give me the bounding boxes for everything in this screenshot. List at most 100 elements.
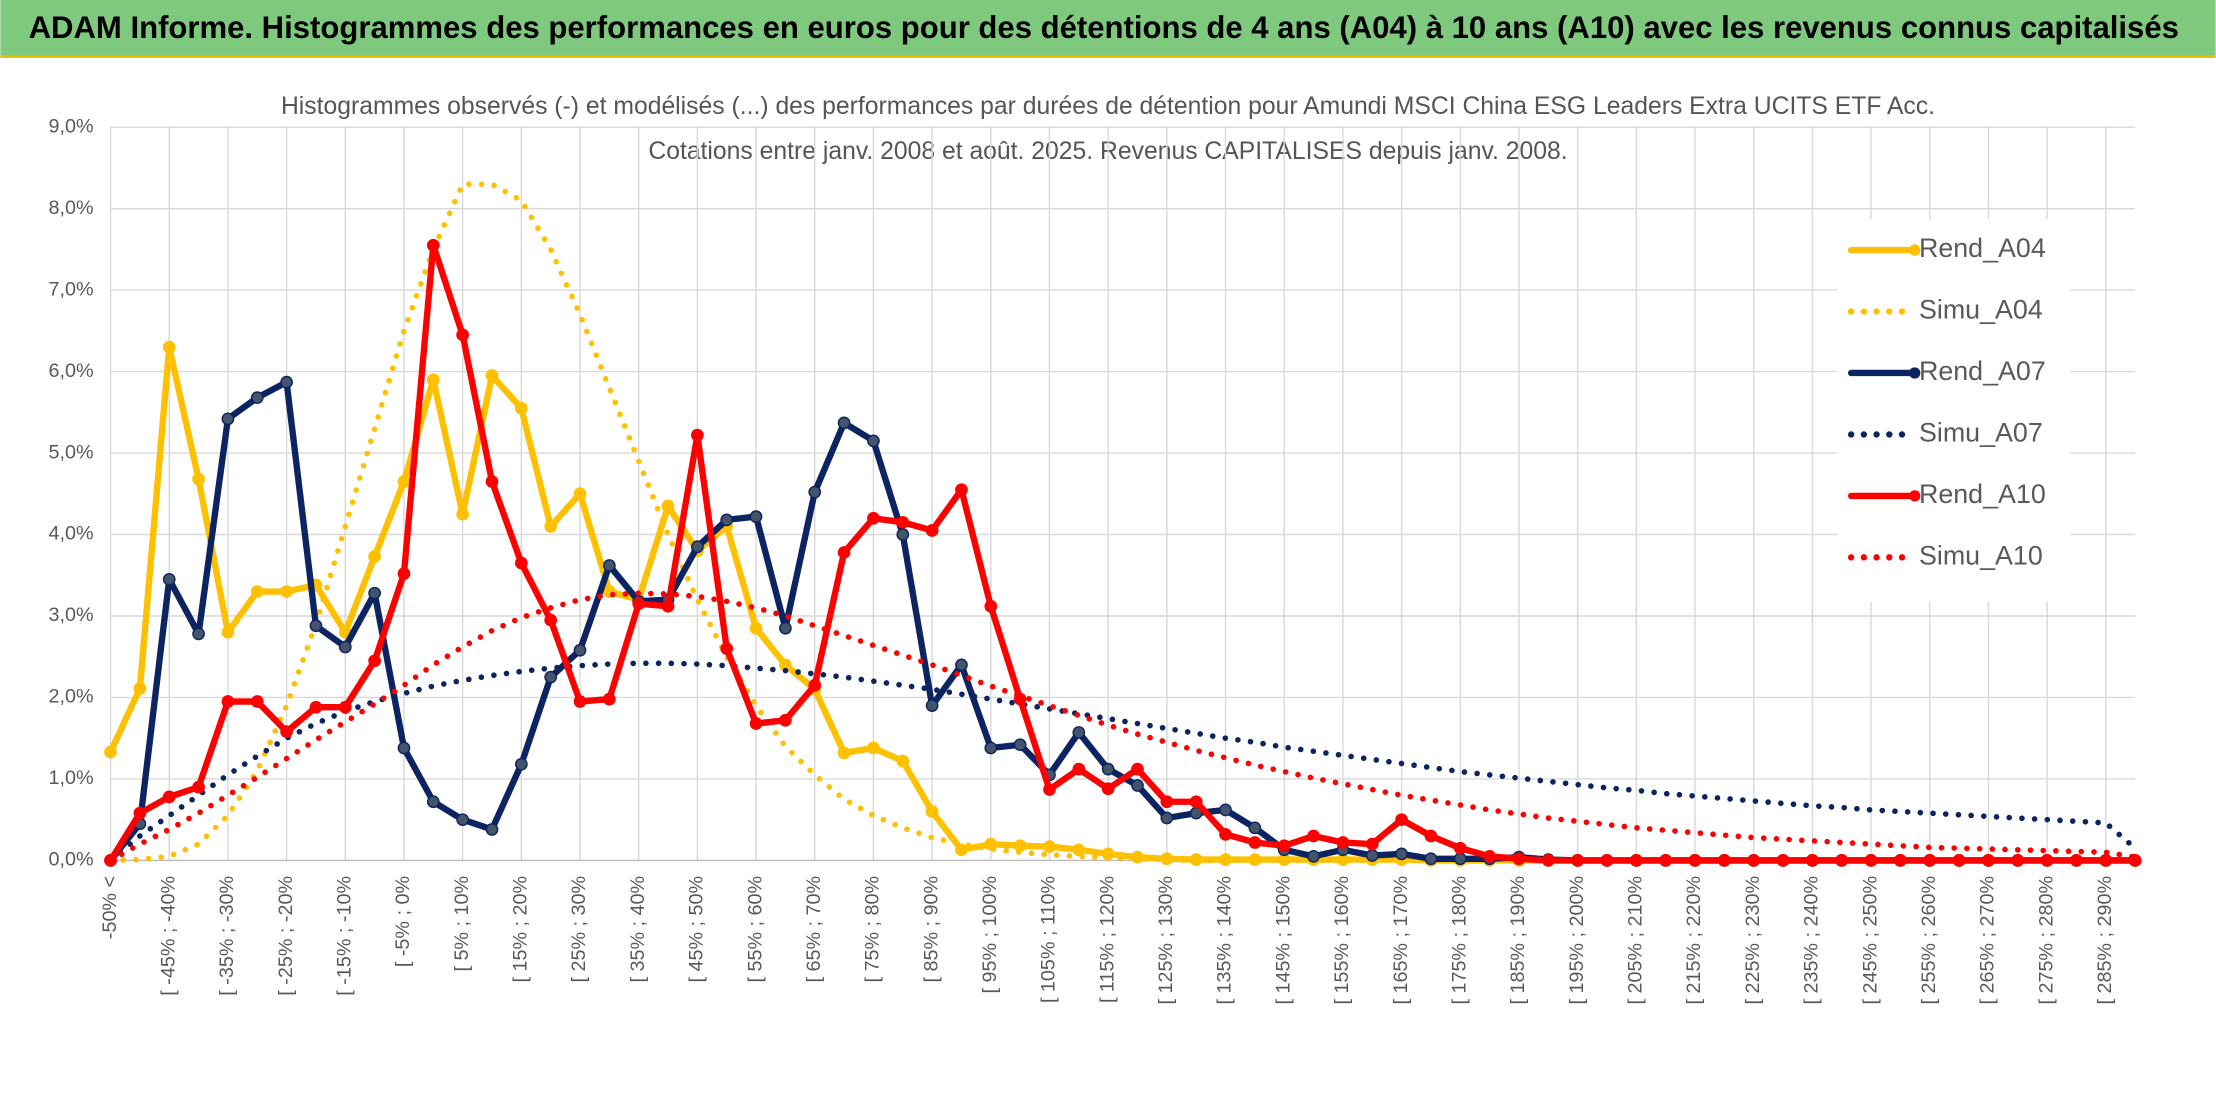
x-tick-label: [ 225% ; 230%	[1742, 876, 1764, 1005]
series-marker	[1982, 854, 1995, 867]
series-marker	[955, 843, 968, 857]
x-tick-label: [ -25% ; -20%	[275, 876, 297, 996]
series-marker	[1395, 813, 1408, 827]
x-tick-label: [ 275% ; 280%	[2035, 876, 2057, 1005]
x-tick-label: [ 145% ; 150%	[1272, 876, 1294, 1005]
series-marker	[309, 700, 323, 714]
series-marker	[1307, 849, 1320, 863]
series-marker	[837, 416, 851, 430]
series-marker	[1952, 854, 1966, 867]
x-tick-label: [ -45% ; -40%	[157, 876, 179, 996]
series-marker	[456, 328, 470, 342]
series-marker	[1101, 782, 1115, 796]
x-tick-label: [ 5% ; 10%	[451, 876, 473, 972]
series-marker	[661, 599, 675, 613]
series-marker	[250, 391, 264, 405]
series-marker	[573, 695, 587, 708]
series-marker	[573, 487, 587, 501]
legend-label: Rend_A04	[1919, 233, 2046, 263]
series-marker	[602, 692, 616, 706]
series-marker	[280, 375, 293, 389]
x-tick-label: [ 255% ; 260%	[1918, 876, 1940, 1005]
series-marker	[867, 741, 880, 755]
x-tick-label: [ 85% ; 90%	[920, 876, 942, 983]
chart-subtitle: Histogrammes observés (-) et modélisés (…	[281, 93, 1935, 120]
series-marker	[2070, 854, 2083, 867]
x-tick-label: [ 165% ; 170%	[1390, 876, 1412, 1005]
series-marker	[192, 780, 205, 794]
series-marker	[779, 713, 792, 727]
series-marker	[338, 700, 352, 714]
x-tick-label: [ 65% ; 70%	[803, 876, 825, 983]
series-marker	[1424, 852, 1438, 866]
series-marker	[544, 520, 558, 533]
series-marker	[720, 513, 734, 527]
series-marker	[456, 507, 470, 521]
x-tick-label: -50% <	[99, 876, 121, 939]
x-tick-label: [ 235% ; 240%	[1801, 876, 1823, 1005]
series-line	[107, 660, 2138, 864]
series-marker	[397, 475, 411, 488]
series-marker	[1541, 854, 1555, 867]
series-marker	[1483, 849, 1496, 863]
series-marker	[456, 813, 470, 827]
series-marker	[1072, 726, 1086, 739]
series-marker	[632, 597, 646, 611]
header-bar	[0, 0, 2216, 57]
series-marker	[602, 559, 616, 572]
series-marker	[2040, 854, 2054, 867]
x-tick-label: [ 245% ; 250%	[1859, 876, 1881, 1005]
series-marker	[1600, 854, 1614, 867]
series-marker	[1160, 795, 1174, 809]
series-line	[107, 242, 2139, 864]
series-marker	[426, 795, 440, 809]
series-marker	[837, 546, 851, 559]
series-marker	[133, 806, 147, 820]
series-marker	[1072, 843, 1086, 857]
series-marker	[162, 572, 176, 586]
y-tick-label: 3,0%	[49, 604, 94, 626]
series-marker	[1131, 779, 1144, 792]
x-tick-label: [ 25% ; 30%	[568, 876, 590, 983]
x-tick-label: [ 185% ; 190%	[1507, 876, 1529, 1005]
y-tick-label: 1,0%	[49, 767, 94, 789]
series-marker	[808, 485, 822, 499]
series-marker	[1336, 836, 1350, 849]
series-marker	[1248, 836, 1262, 849]
series-line	[107, 181, 2138, 864]
series-marker	[749, 717, 763, 730]
series-marker	[867, 434, 880, 448]
series-marker	[514, 556, 528, 570]
series-marker	[1806, 854, 1819, 867]
y-tick-label: 5,0%	[49, 441, 94, 463]
series-marker	[1424, 829, 1438, 843]
legend-box	[1837, 218, 2071, 602]
series-marker	[1835, 854, 1849, 867]
series-marker	[1717, 854, 1731, 867]
legend-label: Simu_A07	[1919, 418, 2043, 448]
x-tick-label: [ 215% ; 220%	[1683, 876, 1705, 1005]
series-marker	[661, 499, 675, 513]
page-title: ADAM Informe. Histogrammes des performan…	[29, 10, 2179, 45]
series-marker	[485, 823, 499, 836]
series-marker	[514, 757, 528, 771]
series-marker	[1307, 829, 1320, 843]
series-marker	[896, 754, 910, 768]
series-marker	[368, 550, 381, 563]
y-tick-label: 2,0%	[49, 686, 94, 708]
legend-marker	[1909, 367, 1921, 379]
x-tick-label: [ 95% ; 100%	[979, 876, 1001, 994]
series-marker	[749, 621, 763, 635]
series-marker	[720, 642, 734, 655]
series-marker	[1453, 852, 1467, 866]
series-marker	[192, 472, 205, 486]
series-marker	[867, 511, 880, 525]
series-marker	[426, 373, 440, 387]
y-tick-label: 0,0%	[49, 849, 94, 871]
series-marker	[925, 524, 939, 537]
series-marker	[955, 658, 968, 672]
series-marker	[162, 340, 176, 354]
series-marker	[1688, 854, 1702, 867]
x-tick-label: [ -5% ; 0%	[392, 876, 414, 967]
series-marker	[280, 725, 293, 739]
